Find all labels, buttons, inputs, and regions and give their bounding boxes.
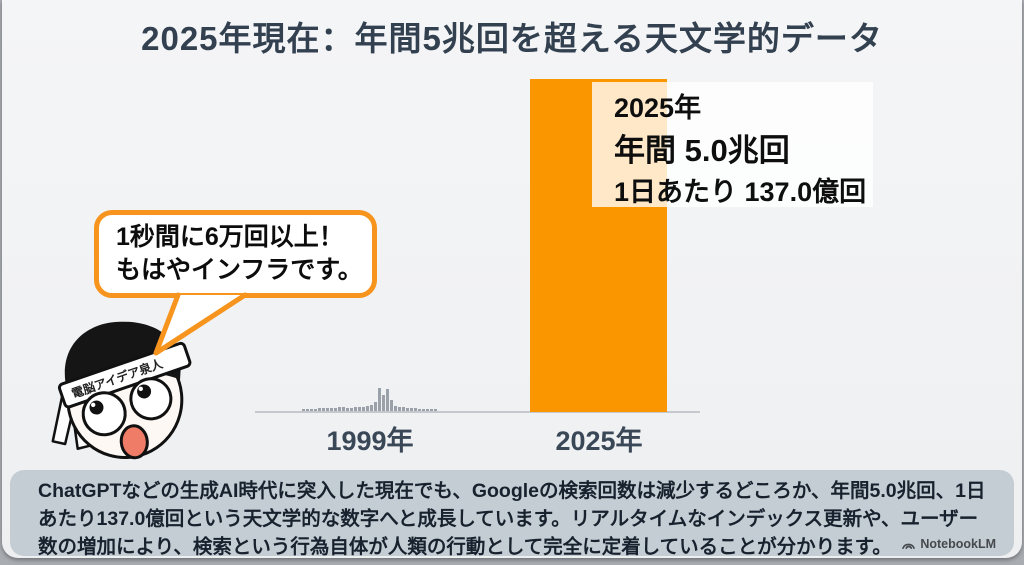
watermark-label: NotebookLM bbox=[920, 537, 996, 551]
headband bbox=[57, 341, 192, 409]
axis-label-1999: 1999年 bbox=[326, 426, 414, 456]
annotation-yearly-total: 年間 5.0兆回 bbox=[614, 133, 790, 168]
annotation-year: 2025年 bbox=[614, 93, 702, 123]
character-mascot: 電脳アイデア泉人 bbox=[51, 321, 192, 460]
slide-title: 2025年現在：年間5兆回を超える天文学的データ bbox=[141, 20, 883, 57]
annotation-daily-total: 1日あたり 137.0億回 bbox=[614, 177, 867, 207]
bar-annotation-box: 2025年 年間 5.0兆回 1日あたり 137.0億回 bbox=[592, 82, 873, 207]
speech-bubble-line-2: もはやインフラです。 bbox=[116, 256, 363, 284]
axis-label-2025: 2025年 bbox=[555, 426, 643, 456]
x-axis-baseline bbox=[255, 411, 700, 413]
speech-bubble: 1秒間に6万回以上！ もはやインフラです。 bbox=[94, 210, 377, 298]
footer-text: ChatGPTなどの生成AI時代に突入した現在でも、Googleの検索回数は減少… bbox=[38, 480, 986, 558]
speech-bubble-line-1: 1秒間に6万回以上！ bbox=[116, 223, 344, 251]
footer-panel: ChatGPTなどの生成AI時代に突入した現在でも、Googleの検索回数は減少… bbox=[10, 470, 1014, 558]
mouth bbox=[119, 424, 149, 460]
mini-histogram-1999 bbox=[302, 388, 442, 411]
watermark: NotebookLM bbox=[901, 537, 996, 551]
notebooklm-logo-icon bbox=[902, 543, 916, 549]
speech-bubble-tail bbox=[153, 292, 248, 356]
